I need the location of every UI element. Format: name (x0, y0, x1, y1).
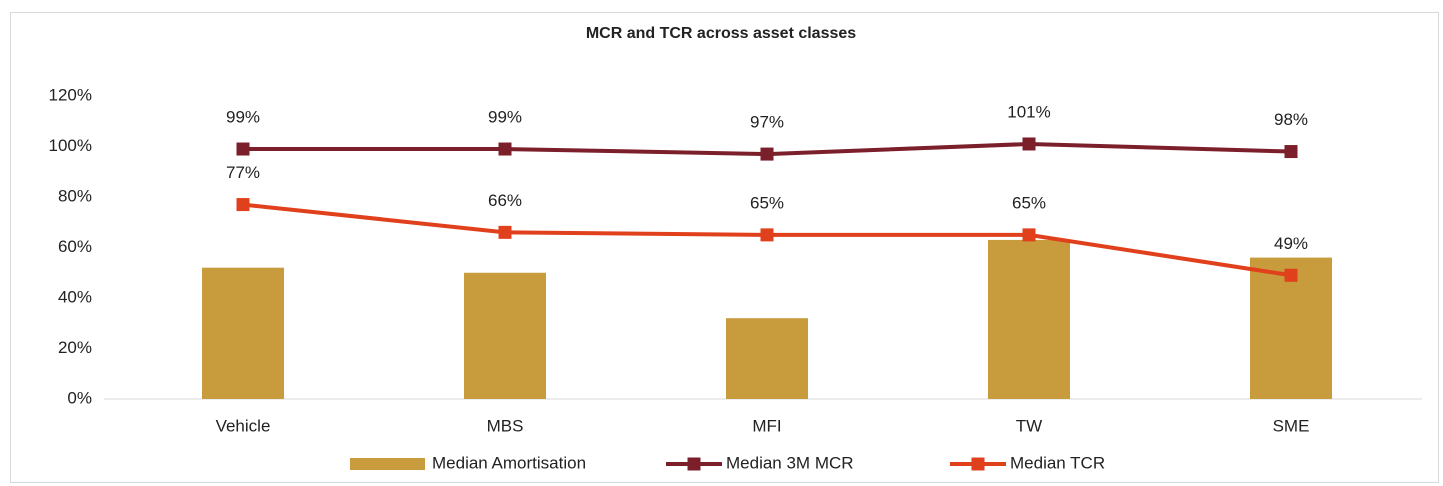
bar (464, 272, 546, 399)
y-tick-label: 120% (49, 85, 92, 104)
data-label: 49% (1274, 234, 1308, 253)
bar (988, 239, 1070, 399)
x-tick-label: MBS (487, 416, 524, 435)
chart-title: MCR and TCR across asset classes (586, 25, 856, 42)
data-label: 101% (1007, 102, 1050, 121)
data-label: 99% (488, 108, 522, 127)
bar (202, 267, 284, 399)
legend-swatch-marker (687, 457, 701, 471)
legend-swatch (350, 458, 425, 470)
marker (1284, 268, 1298, 282)
marker (236, 142, 250, 156)
legend-label: Median TCR (1010, 453, 1105, 472)
legend-swatch-marker (971, 457, 985, 471)
y-tick-label: 100% (49, 136, 92, 155)
data-label: 65% (1012, 193, 1046, 212)
x-tick-label: SME (1273, 416, 1310, 435)
marker (498, 142, 512, 156)
y-tick-label: 80% (58, 186, 92, 205)
marker (1022, 228, 1036, 242)
legend-label: Median Amortisation (432, 453, 586, 472)
x-tick-label: Vehicle (216, 416, 271, 435)
y-tick-label: 40% (58, 287, 92, 306)
data-label: 65% (750, 193, 784, 212)
marker (1284, 145, 1298, 159)
data-label: 98% (1274, 110, 1308, 129)
marker (498, 225, 512, 239)
marker (760, 147, 774, 161)
x-tick-label: TW (1016, 416, 1042, 435)
marker (1022, 137, 1036, 151)
bar (726, 318, 808, 399)
marker (236, 198, 250, 212)
x-tick-label: MFI (752, 416, 781, 435)
marker (760, 228, 774, 242)
chart-border (10, 12, 1439, 483)
y-tick-label: 60% (58, 237, 92, 256)
data-label: 66% (488, 191, 522, 210)
y-tick-label: 20% (58, 338, 92, 357)
legend-label: Median 3M MCR (726, 453, 854, 472)
data-label: 77% (226, 163, 260, 182)
data-label: 97% (750, 113, 784, 132)
y-tick-label: 0% (67, 388, 92, 407)
data-label: 99% (226, 108, 260, 127)
